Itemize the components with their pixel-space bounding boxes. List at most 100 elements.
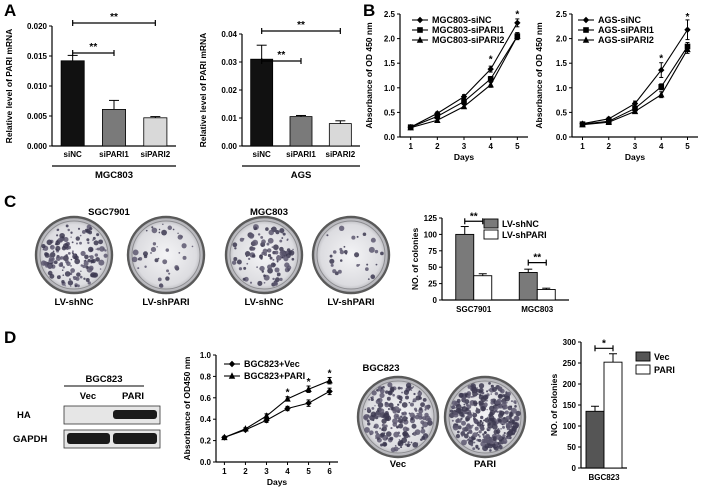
- plate-sgc7901-lv-shnc-colony: [102, 247, 105, 251]
- blot-row-gapdh: GAPDH: [13, 434, 47, 445]
- plate-bgc823-pari-colony: [472, 412, 474, 414]
- chart-a1-group-label: MGC803: [95, 170, 133, 181]
- plate-bgc823-vec-colony: [384, 402, 390, 408]
- western-blot: BGC823 Vec PARI HA GAPDH: [13, 374, 161, 449]
- plate-sgc7901-lv-shnc-colony: [51, 262, 53, 264]
- chart-c-ytick-label: 50: [428, 263, 437, 272]
- plate-bgc823-vec-colony: [393, 406, 400, 412]
- chart-d2-xtick-bgc823: BGC823: [588, 473, 620, 482]
- plate-bgc823-pari-colony: [486, 399, 488, 402]
- plate-bgc823-pari-colony: [462, 400, 466, 403]
- plate-sgc7901-lv-shnc-colony: [92, 236, 96, 240]
- plate-sgc7901-lv-shnc-colony: [94, 253, 99, 257]
- plate-sgc7901-lv-shnc-colony: [88, 246, 94, 253]
- plate-sgc7901-lv-shnc-colony: [73, 276, 76, 278]
- plate-mgc803-lv-shpari-colony: [326, 234, 329, 237]
- plate-bgc823-vec-colony: [404, 443, 407, 446]
- plate-bgc823-pari-colony: [478, 383, 485, 389]
- plate-bgc823-pari-colony: [497, 393, 503, 399]
- plate-mgc803-lv-shpari-colony: [370, 274, 376, 280]
- plate-mgc803-lv-shnc-colony: [250, 233, 255, 238]
- chart-b2-ytick-label: 2.5: [556, 10, 568, 19]
- chart-b2-ytick-label: 2.0: [556, 35, 568, 44]
- plate-label-lv-shnc-2: LV-shNC: [245, 297, 284, 308]
- plate-bgc823-pari-colony: [508, 407, 512, 410]
- plate-sgc7901-lv-shnc-colony: [41, 243, 46, 249]
- plate-bgc823-pari-colony: [501, 394, 506, 398]
- plate-mgc803-lv-shnc-colony: [286, 265, 292, 270]
- plate-mgc803-lv-shnc-colony: [249, 281, 253, 284]
- chart-b1-series-mgc803-sipari2-point: [487, 81, 494, 88]
- plate-bgc823-pari-colony: [497, 386, 503, 392]
- plate-bgc823-pari-colony: [496, 434, 502, 441]
- chart-d1-series-bgc823-pari-legend-point: [228, 372, 236, 379]
- chart-d2-bgc823-colonies: 0 50 100 150 200 250 300 NO. of colonies BGC823 *…: [549, 338, 675, 482]
- plate-mgc803-lv-shnc-colony: [267, 248, 272, 253]
- plate-mgc803-lv-shnc-rim: [229, 220, 299, 290]
- plate-bgc823-pari-colony: [507, 422, 513, 429]
- chart-a1-bar-sinc: [60, 60, 85, 147]
- plate-sgc7901-lv-shnc-colony: [76, 272, 81, 277]
- plate-mgc803-lv-shpari-dish: [311, 215, 391, 295]
- plate-mgc803-lv-shpari-colony: [367, 278, 370, 281]
- plate-bgc823-pari-colony: [475, 388, 480, 393]
- plate-bgc823-vec-colony: [367, 422, 371, 426]
- plate-bgc823-pari-colony: [503, 417, 506, 419]
- plate-sgc7901-lv-shnc-colony: [54, 243, 57, 245]
- plate-bgc823-vec-colony: [408, 401, 411, 404]
- chart-b2-series-ags-sinc-legend-point: [582, 16, 590, 24]
- plate-mgc803-lv-shnc-colony: [267, 237, 274, 244]
- plate-sgc7901-lv-shnc-colony: [85, 265, 89, 269]
- chart-a1-mgc803-mrna: 0.000 0.005 0.010 0.015 0.020 Relative level …: [4, 12, 176, 181]
- plate-mgc803-lv-shpari-colony: [339, 259, 343, 262]
- chart-d1-ylabel: Absorbance of OD450 nm: [182, 356, 192, 460]
- plate-sgc7901-lv-shnc-colony: [77, 227, 81, 230]
- plate-sgc7901-lv-shpari-colony: [156, 246, 158, 248]
- chart-d2-sig-label: *: [602, 338, 606, 349]
- plate-mgc803-lv-shnc-colony: [275, 230, 280, 235]
- chart-a2-bar-sipari2: [328, 123, 352, 147]
- plate-mgc803-lv-shpari-colony: [351, 235, 356, 240]
- plate-sgc7901-lv-shpari-colony: [143, 254, 148, 259]
- plate-bgc823-pari-colony: [510, 407, 517, 414]
- plate-bgc823-vec: [356, 375, 440, 459]
- plate-bgc823-vec-colony: [400, 446, 403, 449]
- plate-bgc823-vec-colony: [390, 427, 393, 430]
- plate-bgc823-vec-colony: [374, 405, 376, 407]
- chart-d2-ytick-label: 200: [563, 380, 577, 389]
- plate-mgc803-lv-shpari-colony: [356, 235, 359, 238]
- chart-d1-series-bgc823-vec-point: [326, 388, 333, 395]
- plate-sgc7901-lv-shnc-colony: [55, 245, 61, 251]
- plate-sgc7901-lv-shpari-colony: [167, 225, 173, 231]
- plate-bgc823-pari-colony: [470, 395, 473, 398]
- plate-bgc823-pari-colony: [458, 392, 464, 398]
- plate-bgc823-vec-colony: [416, 412, 418, 415]
- blot-title: BGC823: [86, 374, 123, 385]
- chart-a2-xtick-sipari1: siPARI1: [286, 150, 316, 159]
- chart-a2-xtick-sipari2: siPARI2: [326, 150, 356, 159]
- plate-bgc823-pari-colony: [495, 429, 501, 434]
- plate-bgc823-pari-colony: [489, 412, 494, 417]
- chart-d1-series-bgc823-vec-point: [284, 405, 291, 412]
- plate-mgc803-lv-shnc-colony: [232, 242, 238, 248]
- chart-b2-series-ags-sipari2-point: [658, 90, 665, 98]
- plate-bgc823-vec-colony: [420, 428, 426, 434]
- panel-letter-c: C: [4, 192, 16, 211]
- plate-bgc823-vec-colony: [401, 402, 408, 408]
- plate-bgc823-vec-colony: [370, 411, 377, 418]
- panel-letter-d: D: [4, 328, 16, 347]
- plate-mgc803-lv-shnc-colony: [261, 245, 263, 247]
- panel-letter-a: A: [4, 1, 16, 20]
- plate-bgc823-vec-colony: [406, 417, 408, 419]
- plate-mgc803-lv-shnc-colony: [283, 256, 289, 262]
- plate-sgc7901-lv-shpari-colony: [161, 229, 167, 236]
- plate-bgc823-vec-colony: [366, 419, 370, 423]
- plate-bgc823-pari-colony: [490, 384, 494, 388]
- plate-bgc823-pari-colony: [466, 404, 472, 409]
- plate-sgc7901-lv-shnc-colony: [61, 280, 65, 284]
- chart-d2-legend-label-vec: Vec: [654, 352, 670, 362]
- plate-sgc7901-lv-shpari-colony: [166, 269, 170, 273]
- plate-bgc823-vec-colony: [372, 419, 375, 422]
- plate-bgc823-vec-colony: [424, 412, 429, 418]
- plate-sgc7901-lv-shnc-colony: [70, 264, 72, 267]
